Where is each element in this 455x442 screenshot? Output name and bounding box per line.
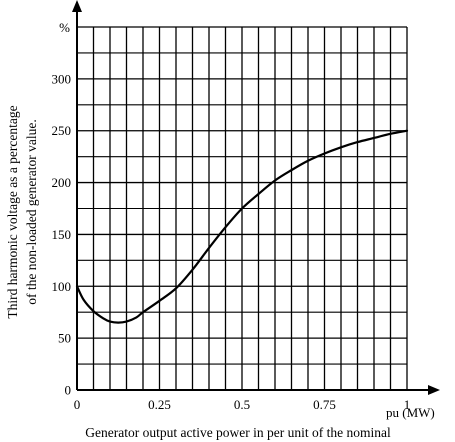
x-tick-label: 0.75 — [313, 397, 336, 412]
x-tick-label: 0.25 — [148, 397, 171, 412]
x-tick-label: 0.5 — [234, 397, 250, 412]
y-tick-label: 100 — [52, 279, 72, 294]
y-tick-label: 0 — [65, 383, 72, 398]
x-axis-title: Generator output active power in per uni… — [85, 425, 391, 440]
y-tick-label: 50 — [58, 331, 71, 346]
y-axis-title-line2: of the non-loaded generator value. — [24, 119, 39, 305]
y-axis-title-line1: Third harmonic voltage as a percentage — [5, 105, 20, 318]
series-line — [75, 129, 409, 324]
y-unit-label: % — [59, 20, 70, 35]
y-tick-label: 300 — [52, 71, 72, 86]
grid — [77, 26, 408, 390]
axes — [72, 0, 440, 395]
tick-labels: 0 50 100 150 200 250 300 0 0.25 0.5 0.75 1 — [52, 71, 411, 412]
y-tick-label: 200 — [52, 175, 72, 190]
y-axis-arrow — [72, 0, 82, 12]
x-tick-label: 1 — [404, 397, 411, 412]
x-unit-label: pu (MW) — [386, 405, 435, 420]
y-tick-label: 250 — [52, 123, 72, 138]
y-tick-label: 150 — [52, 227, 72, 242]
x-axis-arrow — [428, 385, 440, 395]
x-tick-label: 0 — [74, 397, 81, 412]
